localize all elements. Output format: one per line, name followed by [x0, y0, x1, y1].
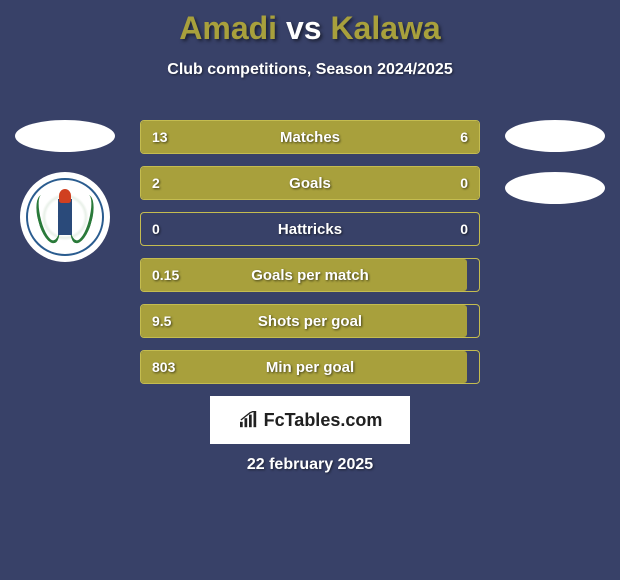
stat-label: Matches: [140, 120, 480, 154]
subtitle: Club competitions, Season 2024/2025: [0, 61, 620, 79]
stat-row: Shots per goal9.5: [140, 304, 480, 338]
player1-name: Amadi: [179, 10, 277, 46]
stat-value-left: 13: [152, 120, 168, 154]
player1-club-badge: [20, 172, 110, 262]
stat-row: Matches13 6: [140, 120, 480, 154]
stat-row: Goals per match0.15: [140, 258, 480, 292]
vs-text: vs: [286, 10, 322, 46]
brand-text: FcTables.com: [264, 410, 383, 431]
date-text: 22 february 2025: [0, 456, 620, 474]
stat-label: Shots per goal: [140, 304, 480, 338]
stat-row: Goals2 0: [140, 166, 480, 200]
stat-label: Min per goal: [140, 350, 480, 384]
stat-label: Hattricks: [140, 212, 480, 246]
stat-value-left: 803: [152, 350, 175, 384]
stat-label: Goals per match: [140, 258, 480, 292]
stat-value-right: 6: [460, 120, 468, 154]
player2-club-placeholder: [505, 172, 605, 204]
stat-value-left: 9.5: [152, 304, 171, 338]
player2-name: Kalawa: [330, 10, 440, 46]
left-column: [10, 120, 120, 262]
stat-value-right: 0: [460, 212, 468, 246]
brand-chart-icon: [238, 411, 260, 429]
stats-bars: Matches136Goals20Hattricks00Goals per ma…: [140, 120, 480, 396]
brand-box: FcTables.com: [210, 396, 410, 444]
stat-value-right: 0: [460, 166, 468, 200]
player1-photo-placeholder: [15, 120, 115, 152]
right-column: [500, 120, 610, 224]
player2-photo-placeholder: [505, 120, 605, 152]
stat-value-left: 0.15: [152, 258, 179, 292]
stat-row: Hattricks0 0: [140, 212, 480, 246]
page-title: Amadi vs Kalawa: [0, 0, 620, 47]
stat-value-left: 2: [152, 166, 160, 200]
stat-value-left: 0: [152, 212, 160, 246]
stat-label: Goals: [140, 166, 480, 200]
stat-row: Min per goal803: [140, 350, 480, 384]
